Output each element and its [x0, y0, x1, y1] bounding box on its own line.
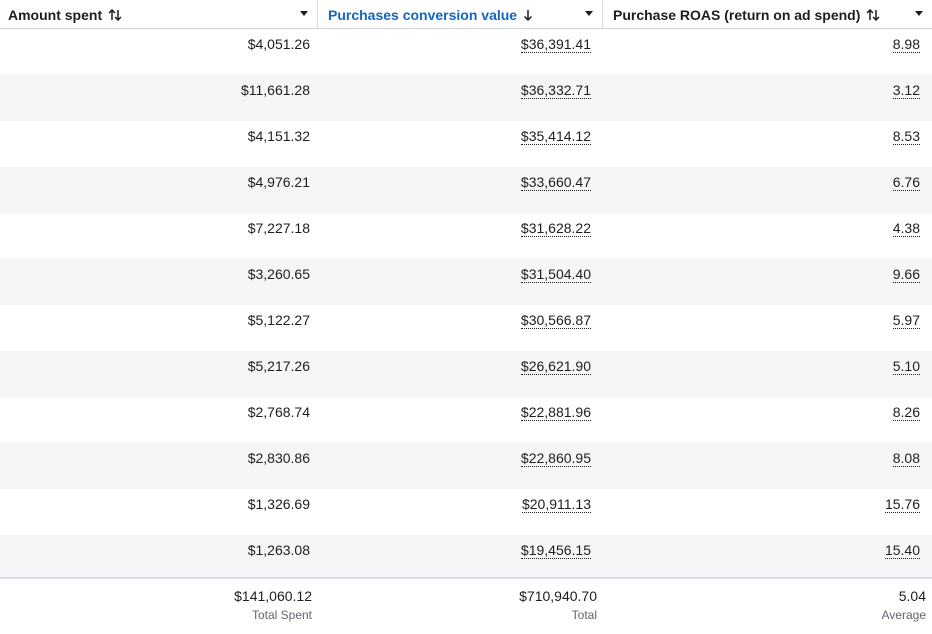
table-row: $2,830.86 $22,860.95 8.08 [0, 443, 932, 489]
amount-spent-cell: $5,217.26 [247, 358, 310, 374]
table-summary-row: $141,060.12 Total Spent $710,940.70 Tota… [0, 577, 932, 634]
table-row: $4,976.21 $33,660.47 6.76 [0, 167, 932, 213]
conversion-value-link[interactable]: $26,621.90 [520, 358, 591, 375]
roas-cell[interactable]: 6.76 [603, 167, 920, 213]
table-row: $1,263.08 $19,456.15 15.40 [0, 535, 932, 581]
amount-spent-cell: $11,661.28 [240, 82, 310, 98]
table-row: $2,768.74 $22,881.96 8.26 [0, 397, 932, 443]
roas-cell[interactable]: 5.10 [603, 351, 920, 397]
conversion-value-link[interactable]: $36,332.71 [520, 82, 591, 99]
amount-spent-cell: $1,326.69 [247, 496, 310, 512]
table-row: $1,326.69 $20,911.13 15.76 [0, 489, 932, 535]
amount-spent-cell: $2,768.74 [247, 404, 310, 420]
roas-cell[interactable]: 15.40 [603, 535, 920, 581]
roas-link[interactable]: 5.97 [892, 312, 920, 329]
conversion-value-cell[interactable]: $19,456.15 [318, 535, 591, 581]
summary-label: Total Spent [251, 608, 312, 622]
conversion-value-link[interactable]: $35,414.12 [520, 128, 591, 145]
summary-label: Total [571, 608, 597, 622]
conversion-value-link[interactable]: $22,881.96 [520, 404, 591, 421]
roas-cell[interactable]: 3.12 [603, 75, 920, 121]
conversion-value-link[interactable]: $30,566.87 [520, 312, 591, 329]
roas-link[interactable]: 9.66 [892, 266, 920, 283]
roas-cell[interactable]: 8.26 [603, 397, 920, 443]
roas-link[interactable]: 3.12 [892, 82, 920, 99]
table-header: Amount spent Purchases conversion value … [0, 0, 932, 29]
table-row: $5,122.27 $30,566.87 5.97 [0, 305, 932, 351]
conversion-value-link[interactable]: $33,660.47 [520, 174, 591, 191]
roas-cell[interactable]: 8.98 [603, 29, 920, 75]
conversion-value-cell[interactable]: $30,566.87 [318, 305, 591, 351]
roas-link[interactable]: 6.76 [892, 174, 920, 191]
amount-spent-cell: $3,260.65 [247, 266, 310, 282]
column-header-label: Purchase ROAS (return on ad spend) [613, 6, 861, 23]
conversion-value-cell[interactable]: $36,332.71 [318, 75, 591, 121]
roas-link[interactable]: 15.40 [884, 542, 920, 559]
conversion-value-cell[interactable]: $33,660.47 [318, 167, 591, 213]
roas-link[interactable]: 5.10 [892, 358, 920, 375]
conversion-value-cell[interactable]: $35,414.12 [318, 121, 591, 167]
table-row: $7,227.18 $31,628.22 4.38 [0, 213, 932, 259]
column-header-label: Purchases conversion value [328, 6, 518, 23]
table-row: $3,260.65 $31,504.40 9.66 [0, 259, 932, 305]
column-menu-dropdown-icon[interactable] [300, 11, 308, 16]
summary-value: 5.04 [898, 588, 926, 604]
conversion-value-cell[interactable]: $36,391.41 [318, 29, 591, 75]
amount-spent-cell: $4,051.26 [247, 36, 310, 52]
sort-both-icon[interactable] [108, 8, 122, 21]
roas-cell[interactable]: 9.66 [603, 259, 920, 305]
conversion-value-link[interactable]: $31,628.22 [520, 220, 591, 237]
sort-descending-icon[interactable] [523, 9, 533, 21]
conversion-value-cell[interactable]: $31,628.22 [318, 213, 591, 259]
column-header-purchases-conversion-value[interactable]: Purchases conversion value [318, 0, 603, 29]
conversion-value-cell[interactable]: $22,881.96 [318, 397, 591, 443]
roas-link[interactable]: 4.38 [892, 220, 920, 237]
roas-link[interactable]: 8.08 [892, 450, 920, 467]
column-menu-dropdown-icon[interactable] [585, 11, 593, 16]
roas-cell[interactable]: 5.97 [603, 305, 920, 351]
roas-link[interactable]: 15.76 [884, 496, 920, 513]
summary-roas: 5.04 Average [603, 579, 926, 622]
conversion-value-cell[interactable]: $31,504.40 [318, 259, 591, 305]
table-row: $5,217.26 $26,621.90 5.10 [0, 351, 932, 397]
summary-value: $710,940.70 [519, 588, 597, 604]
roas-cell[interactable]: 15.76 [603, 489, 920, 535]
amount-spent-cell: $1,263.08 [247, 542, 310, 558]
summary-label: Average [881, 608, 926, 622]
roas-cell[interactable]: 4.38 [603, 213, 920, 259]
conversion-value-cell[interactable]: $20,911.13 [318, 489, 591, 535]
conversion-value-cell[interactable]: $22,860.95 [318, 443, 591, 489]
sort-both-icon[interactable] [866, 8, 880, 21]
amount-spent-cell: $2,830.86 [247, 450, 310, 466]
roas-link[interactable]: 8.98 [892, 36, 920, 53]
roas-link[interactable]: 8.26 [892, 404, 920, 421]
summary-amount-spent: $141,060.12 Total Spent [0, 579, 312, 622]
amount-spent-cell: $4,976.21 [247, 174, 310, 190]
summary-value: $141,060.12 [234, 588, 312, 604]
conversion-value-link[interactable]: $22,860.95 [520, 450, 591, 467]
conversion-value-link[interactable]: $20,911.13 [521, 496, 591, 513]
column-header-amount-spent[interactable]: Amount spent [0, 0, 318, 29]
column-header-purchase-roas[interactable]: Purchase ROAS (return on ad spend) [603, 0, 932, 29]
summary-conversion-value: $710,940.70 Total [318, 579, 597, 622]
conversion-value-cell[interactable]: $26,621.90 [318, 351, 591, 397]
amount-spent-cell: $7,227.18 [247, 220, 310, 236]
amount-spent-cell: $4,151.32 [247, 128, 310, 144]
roas-cell[interactable]: 8.53 [603, 121, 920, 167]
conversion-value-link[interactable]: $36,391.41 [520, 36, 591, 53]
amount-spent-cell: $5,122.27 [247, 312, 310, 328]
roas-cell[interactable]: 8.08 [603, 443, 920, 489]
table-row: $4,151.32 $35,414.12 8.53 [0, 121, 932, 167]
conversion-value-link[interactable]: $31,504.40 [520, 266, 591, 283]
table-row: $11,661.28 $36,332.71 3.12 [0, 75, 932, 121]
roas-link[interactable]: 8.53 [892, 128, 920, 145]
column-header-label: Amount spent [8, 6, 103, 23]
conversion-value-link[interactable]: $19,456.15 [520, 542, 591, 559]
column-menu-dropdown-icon[interactable] [915, 11, 923, 16]
table-row: $4,051.26 $36,391.41 8.98 [0, 29, 932, 75]
